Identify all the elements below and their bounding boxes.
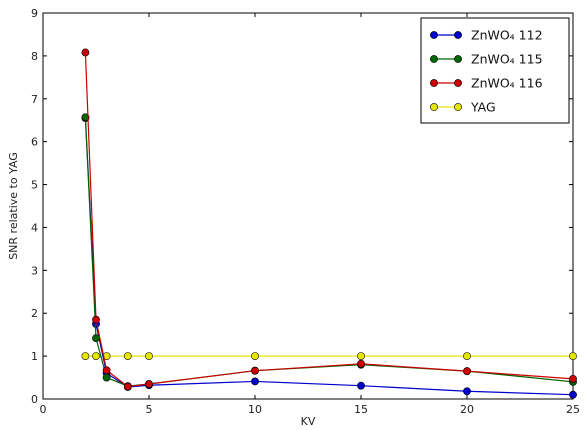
legend-label: ZnWO₄ 116: [471, 76, 543, 91]
data-point: [569, 390, 577, 399]
legend-marker: [454, 103, 462, 111]
data-point: [463, 387, 471, 396]
data-point: [251, 366, 259, 375]
data-point: [357, 381, 365, 390]
x-tick-label: 0: [40, 403, 47, 416]
data-point: [81, 48, 90, 57]
data-point: [251, 352, 259, 361]
legend-marker: [430, 55, 438, 63]
y-tick-label: 5: [31, 179, 38, 192]
data-point: [357, 359, 365, 368]
y-tick-label: 2: [31, 307, 38, 320]
x-tick-label: 15: [354, 403, 368, 416]
y-tick-label: 9: [31, 7, 38, 20]
data-point: [569, 374, 577, 383]
data-point: [357, 352, 365, 361]
legend-label: YAG: [470, 100, 496, 115]
data-point: [123, 352, 132, 361]
data-point: [145, 380, 153, 388]
series-layer: [81, 48, 577, 399]
legend-item-0: ZnWO₄ 112: [430, 28, 543, 43]
legend-marker: [454, 55, 462, 63]
legend-label: ZnWO₄ 112: [471, 28, 543, 43]
legend-item-1: ZnWO₄ 115: [430, 52, 543, 67]
y-tick-label: 4: [31, 221, 38, 234]
series-2: [81, 48, 577, 391]
data-point: [92, 315, 100, 324]
legend-marker: [430, 31, 438, 39]
y-tick-label: 7: [31, 93, 38, 106]
legend-marker: [430, 103, 438, 111]
data-point: [92, 334, 100, 342]
x-axis-label: KV: [301, 415, 316, 428]
x-tick-label: 20: [460, 403, 474, 416]
y-tick-label: 1: [31, 350, 38, 363]
x-tick-label: 5: [146, 403, 153, 416]
x-tick-label: 25: [566, 403, 580, 416]
legend-items: ZnWO₄ 112 ZnWO₄ 115 ZnWO₄ 116 YAG: [430, 28, 543, 115]
series-3: [81, 352, 577, 361]
data-point: [102, 366, 111, 375]
data-point: [463, 367, 471, 376]
legend-label: ZnWO₄ 115: [471, 52, 543, 67]
data-point: [251, 377, 259, 386]
ticks: 0 5 10 15 20 25 0 1 2 3 4 5 6 7 8 9: [31, 7, 580, 416]
data-point: [569, 352, 577, 361]
y-axis-label: SNR relative to YAG: [7, 152, 20, 260]
legend-item-3: YAG: [430, 100, 496, 115]
data-point: [145, 352, 153, 361]
legend: ZnWO₄ 112 ZnWO₄ 115 ZnWO₄ 116 YAG: [420, 17, 570, 124]
data-point: [123, 382, 132, 391]
data-point: [102, 373, 111, 382]
y-tick-label: 3: [31, 264, 38, 277]
data-point: [92, 352, 100, 361]
data-point: [463, 352, 471, 361]
data-point: [81, 352, 90, 361]
y-tick-label: 8: [31, 50, 38, 63]
legend-item-2: ZnWO₄ 116: [430, 76, 543, 91]
data-point: [81, 113, 90, 122]
x-tick-label: 10: [248, 403, 262, 416]
legend-marker: [430, 79, 438, 87]
legend-marker: [454, 79, 462, 87]
y-tick-label: 6: [31, 136, 38, 149]
legend-marker: [454, 31, 462, 39]
y-tick-label: 0: [31, 393, 38, 406]
